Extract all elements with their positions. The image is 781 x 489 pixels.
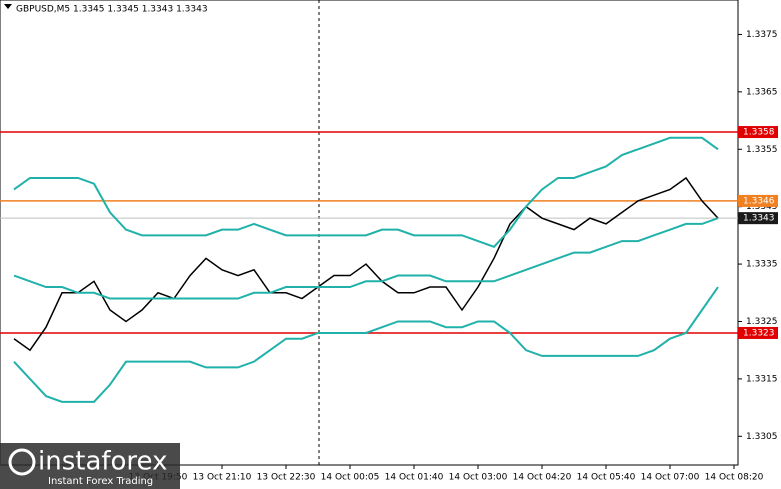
y-tick-label: 1.3325	[746, 317, 778, 327]
band-line	[13, 136, 719, 249]
arrow-icon	[4, 4, 12, 9]
logo-icon	[8, 448, 36, 476]
band-line	[13, 217, 719, 300]
x-tick-label: 14 Oct 00:05	[321, 473, 380, 483]
x-tick-label: 13 Oct 22:30	[257, 473, 316, 483]
price-line	[13, 176, 719, 352]
logo-box	[0, 443, 180, 489]
y-tick-label: 1.3335	[746, 260, 778, 270]
x-tick-label: 13 Oct 21:10	[193, 473, 252, 483]
x-tick-label: 14 Oct 05:40	[577, 473, 636, 483]
y-tick-label: 1.3365	[746, 87, 778, 97]
level-label: 1.3323	[743, 328, 775, 338]
y-tick-label: 1.3375	[746, 30, 778, 40]
y-tick-label: 1.3345	[746, 202, 778, 212]
level-box	[738, 212, 778, 225]
level-box	[738, 194, 778, 207]
x-tick-label: 14 Oct 04:20	[513, 473, 572, 483]
tagline: Instant Forex Trading	[48, 476, 153, 487]
level-label: 1.3346	[743, 196, 775, 206]
band-line	[13, 286, 719, 403]
x-tick-label: 14 Oct 08:20	[705, 473, 764, 483]
y-tick-label: 1.3305	[746, 432, 778, 442]
plot-frame	[0, 0, 739, 466]
y-tick-label: 1.3355	[746, 145, 778, 155]
level-box	[738, 326, 778, 339]
level-box	[738, 126, 778, 139]
x-tick-label: 14 Oct 03:00	[449, 473, 508, 483]
level-label: 1.3343	[743, 214, 775, 224]
x-tick-label: 14 Oct 01:40	[385, 473, 444, 483]
y-tick-label: 1.3315	[746, 374, 778, 384]
level-label: 1.3358	[743, 128, 775, 138]
brand: instaforex	[38, 447, 167, 477]
x-tick-label: 14 Oct 07:00	[641, 473, 700, 483]
chart-title: GBPUSD,M5 1.3345 1.3345 1.3343 1.3343	[16, 5, 208, 15]
